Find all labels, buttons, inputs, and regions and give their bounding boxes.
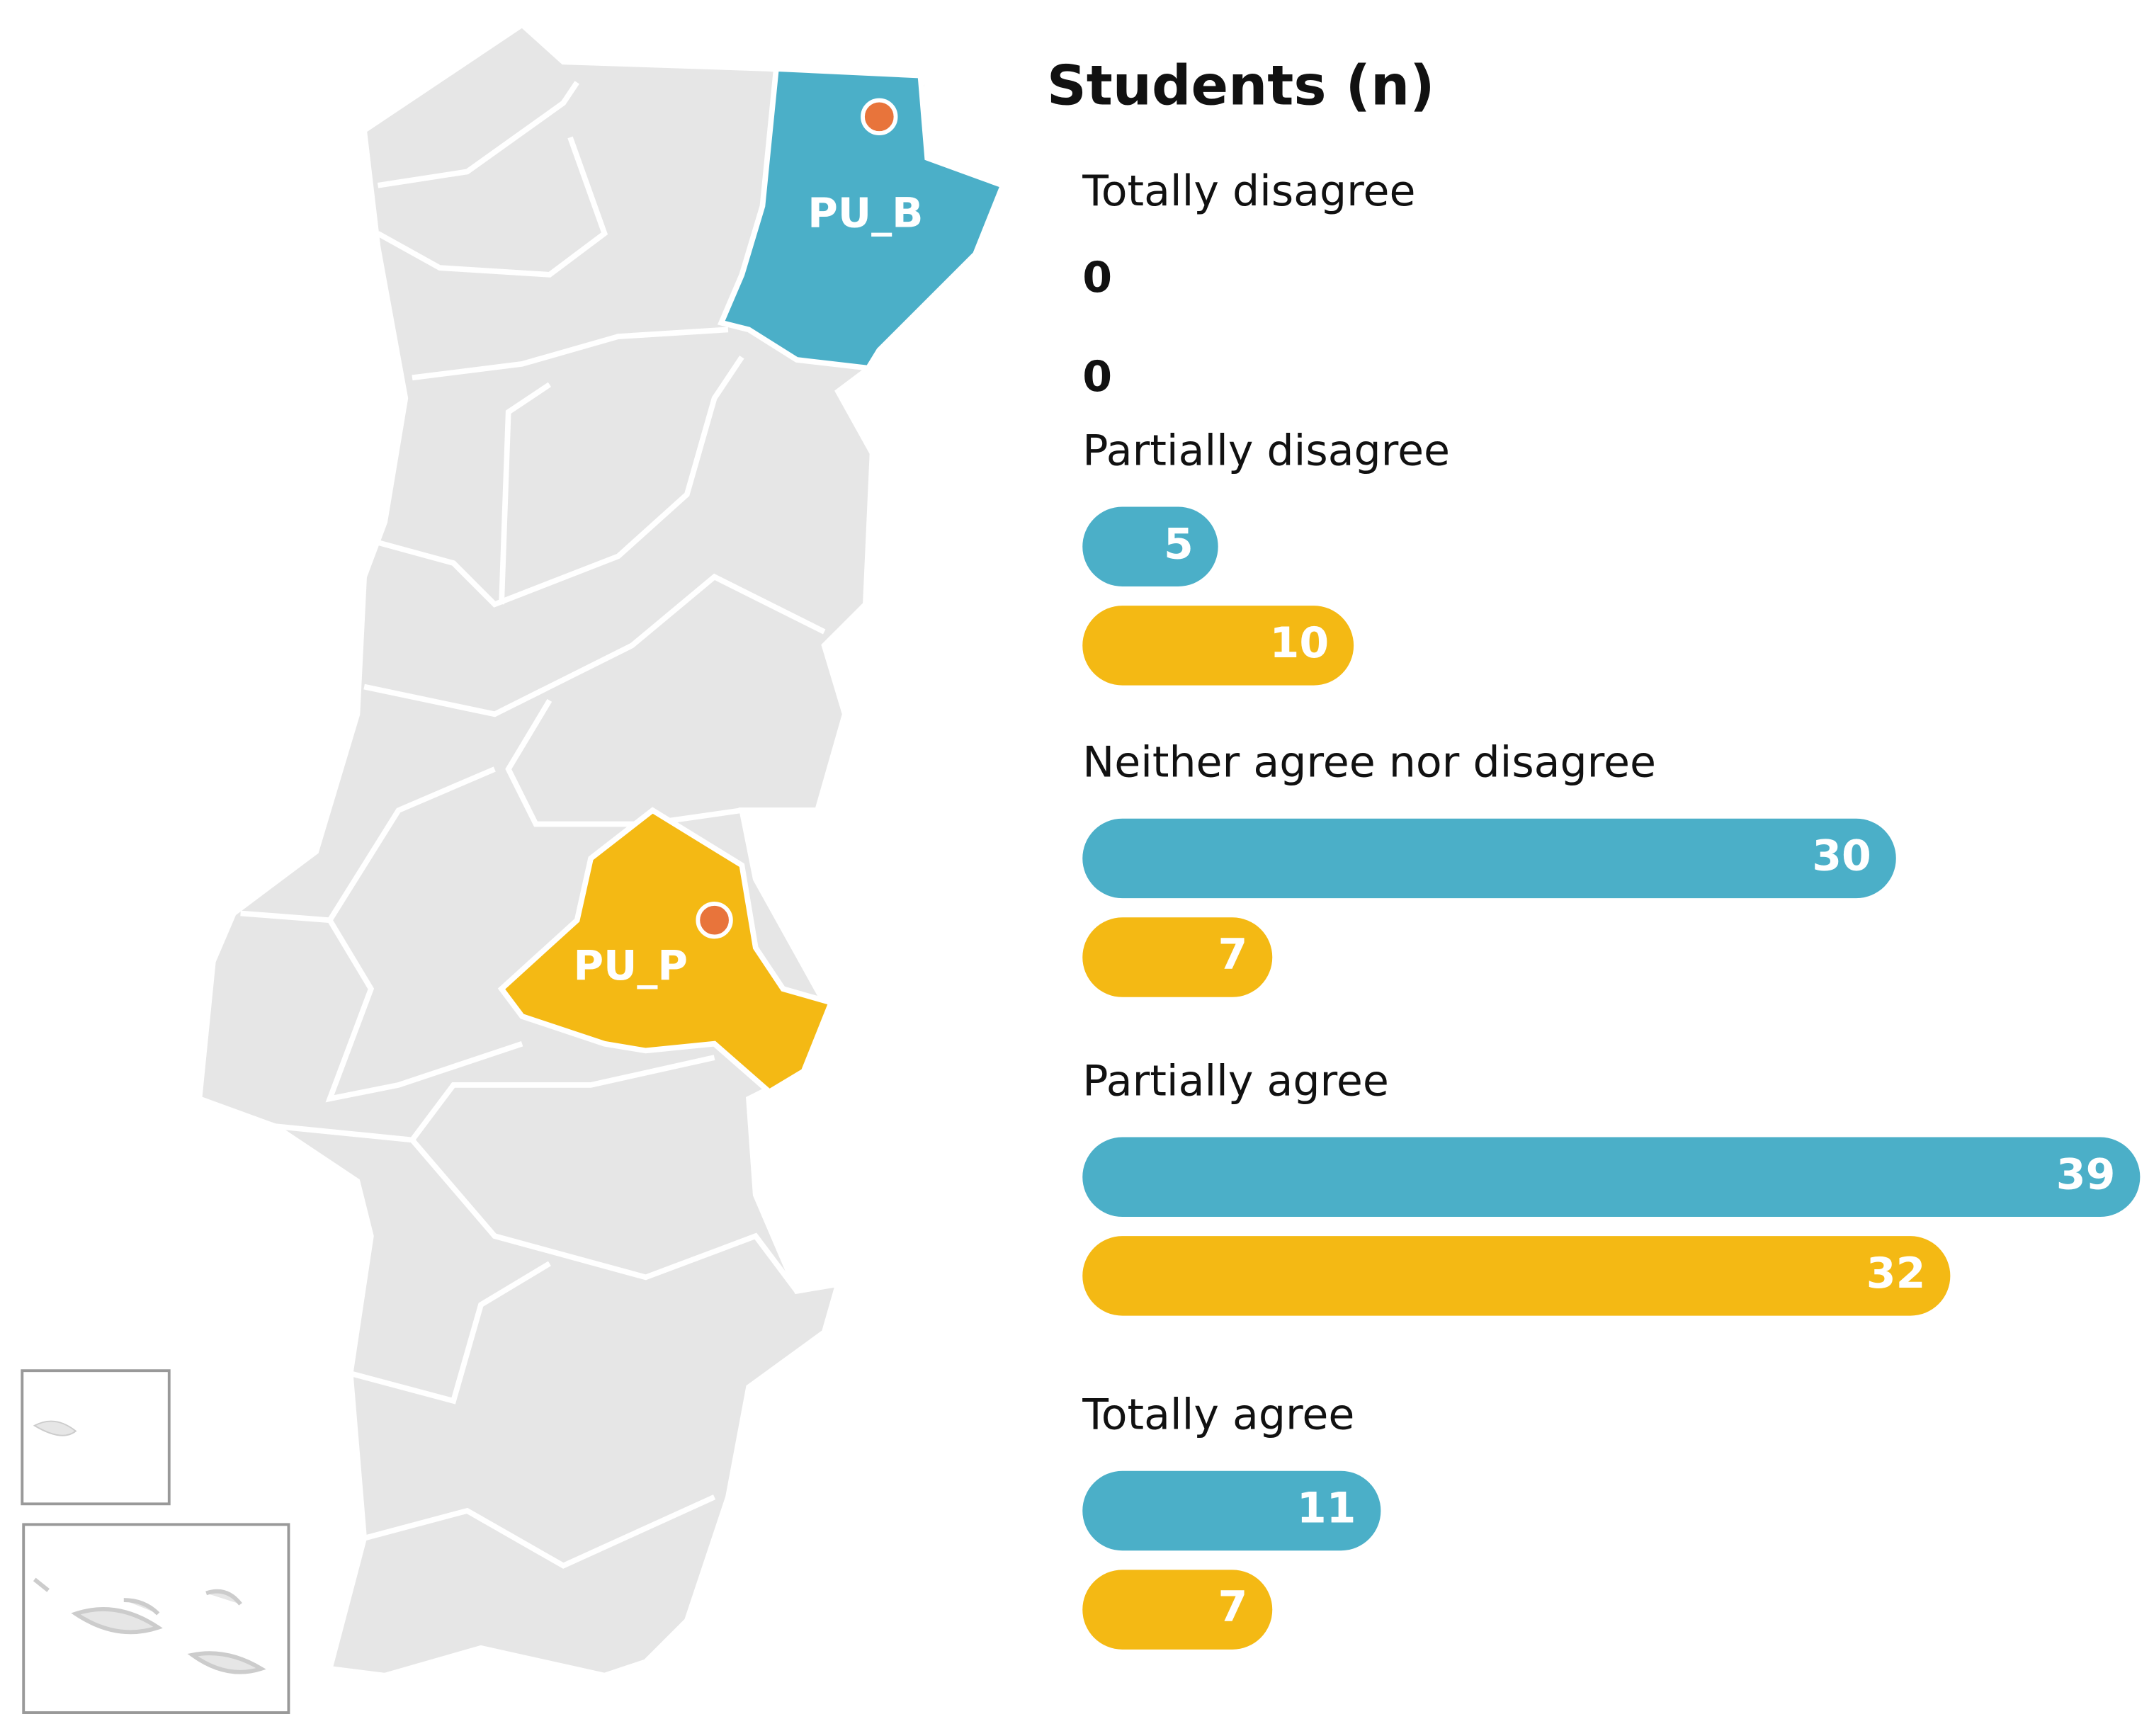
map-border [325, 919, 523, 1103]
map-border [349, 1261, 551, 1405]
map-border [363, 573, 826, 717]
value-label: 32 [1866, 1249, 1926, 1298]
category-label: Partially agree [1082, 1057, 1389, 1106]
map-border [410, 1138, 800, 1293]
category-label: Neither agree nor disagree [1082, 738, 1656, 788]
island [33, 1577, 266, 1674]
bar [1082, 606, 1354, 686]
bar [1082, 1570, 1273, 1650]
map-region-p [497, 807, 835, 1096]
map-point [861, 98, 898, 135]
island [33, 1420, 77, 1436]
value-label: 30 [1812, 832, 1871, 881]
map-border [274, 1055, 715, 1143]
category-label: Totally agree [1082, 1390, 1354, 1440]
value-label: 39 [2056, 1150, 2116, 1199]
value-label: 5 [1164, 519, 1194, 569]
value-label: 7 [1218, 930, 1248, 980]
map-border [377, 356, 744, 608]
bar [1082, 818, 1896, 899]
bar [1082, 917, 1273, 997]
map-label: PU_P [574, 941, 688, 989]
map-border [363, 1494, 716, 1569]
bar [1082, 1236, 1951, 1316]
inset-box [22, 1523, 290, 1714]
value-label: 0 [1082, 253, 1112, 302]
value-label: 0 [1082, 352, 1112, 402]
map-region-b [717, 65, 1007, 371]
map-border [499, 382, 552, 605]
bar [1082, 1470, 1381, 1551]
map-border [240, 766, 496, 924]
map-label: PU_B [807, 189, 923, 237]
map-border [377, 81, 579, 188]
category-label: Totally disagree [1082, 166, 1415, 216]
map-point [696, 902, 733, 939]
map-border [412, 327, 729, 381]
map-border [505, 698, 742, 827]
bar [1082, 1137, 2141, 1218]
value-label: 7 [1218, 1582, 1248, 1632]
value-label: 10 [1270, 618, 1330, 668]
bar [1082, 506, 1218, 586]
map-border [376, 136, 608, 278]
chart-title: Students (n) [1047, 55, 1435, 118]
category-label: Partially disagree [1082, 426, 1450, 475]
map: PU_B PU_P [21, 21, 1007, 1714]
value-label: 11 [1297, 1484, 1356, 1533]
inset-box [21, 1369, 171, 1506]
